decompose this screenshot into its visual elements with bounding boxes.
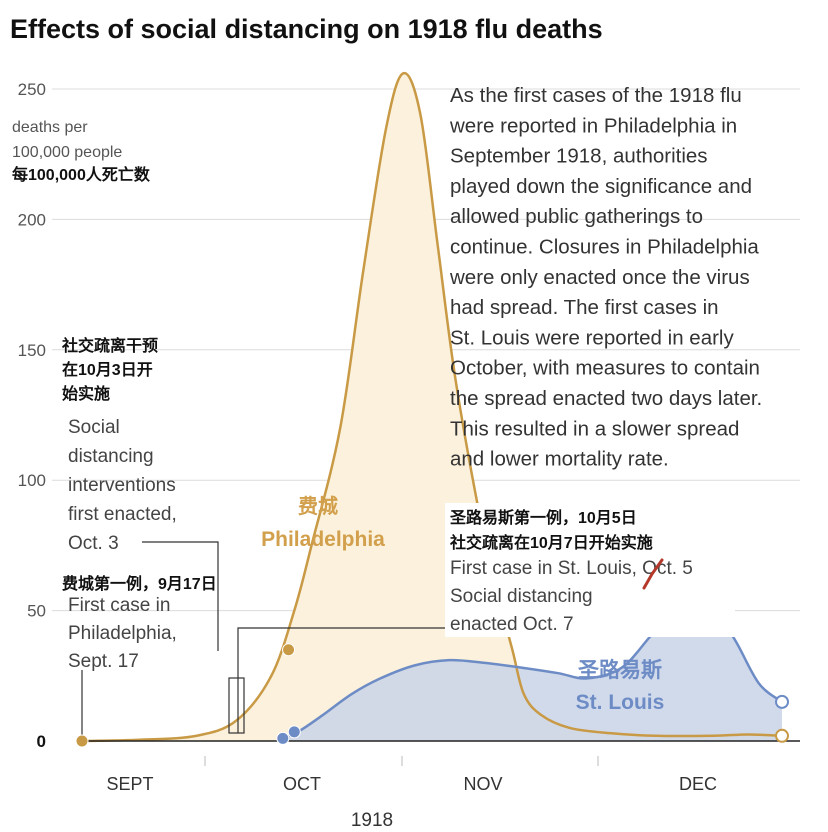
stl-zh-line-2: 社交疏离在10月7日开始实施	[449, 533, 653, 552]
chart-title: Effects of social distancing on 1918 flu…	[10, 14, 603, 44]
st-louis-marker	[775, 694, 789, 709]
phl-sd-en-line-5: Oct. 3	[68, 533, 119, 554]
explanatory-paragraph: As the first cases of the 1918 flu were r…	[449, 84, 762, 471]
stl-zh-line-1: 圣路易斯第一例，10月5日	[449, 508, 637, 527]
y-axis-label-zh: 每100,000人死亡数	[12, 165, 151, 184]
stl-en-line-2: Social distancing	[450, 586, 593, 607]
paragraph-line: As the first cases of the 1918 flu	[450, 84, 742, 107]
x-axis-year-label: 1918	[351, 810, 393, 831]
y-tick-label: 250	[18, 80, 46, 99]
stl-leader-line	[237, 627, 445, 733]
y-tick-labels: 0 50 100 150 200 250	[18, 80, 46, 751]
paragraph-line: October, with measures to contain	[450, 357, 760, 380]
philadelphia-marker	[75, 734, 89, 748]
paragraph-line: continue. Closures in Philadelphia	[450, 236, 759, 259]
st-louis-marker	[276, 731, 290, 745]
st-louis-label-zh: 圣路易斯	[578, 658, 662, 682]
phl-sd-zh-line-2: 在10月3日开	[62, 360, 153, 379]
st-louis-label-en: St. Louis	[576, 691, 665, 714]
phl-sd-leader-line	[142, 541, 219, 651]
y-tick-label: 50	[27, 602, 46, 621]
month-label-nov: NOV	[463, 774, 502, 794]
phl-first-zh: 费城第一例，9月17日	[62, 574, 217, 593]
phl-sd-en-line-2: distancing	[68, 446, 154, 467]
philadelphia-marker	[775, 728, 789, 743]
paragraph-line: St. Louis were reported in early	[450, 326, 734, 349]
phl-sd-zh-line-3: 始实施	[62, 384, 110, 403]
paragraph-line: played down the significance and	[450, 175, 752, 198]
phl-sd-en-line-3: interventions	[68, 475, 176, 496]
stl-annotation-backing	[445, 503, 735, 637]
y-tick-label: 200	[18, 210, 46, 229]
y-tick-label: 0	[37, 732, 46, 751]
month-label-sept: SEPT	[106, 774, 153, 794]
month-label-dec: DEC	[679, 774, 717, 794]
markers	[75, 643, 789, 748]
red-pen-mark	[642, 558, 664, 590]
paragraph-line: were only enacted once the virus	[449, 266, 750, 289]
y-axis-label-line-1: deaths per	[12, 119, 88, 136]
st-louis-marker	[287, 725, 301, 739]
phl-first-en-line-1: First case in	[68, 595, 170, 616]
philadelphia-marker	[282, 643, 296, 657]
phl-sd-zh-line-1: 社交疏离干预	[61, 336, 158, 355]
phl-sd-en-line-4: first enacted,	[68, 504, 177, 525]
paragraph-line: the spread enacted two days later.	[450, 387, 762, 410]
y-tick-label: 100	[18, 471, 46, 490]
philadelphia-label-zh: 费城	[298, 494, 338, 518]
paragraph-line: and lower mortality rate.	[450, 448, 669, 471]
paragraph-line: September 1918, authorities	[450, 145, 708, 168]
philadelphia-label-en: Philadelphia	[261, 528, 385, 551]
paragraph-line: were reported in Philadelphia in	[449, 114, 737, 137]
stl-en-line-3: enacted Oct. 7	[450, 614, 574, 635]
paragraph-line: This resulted in a slower spread	[450, 417, 739, 440]
paragraph-line: allowed public gatherings to	[450, 205, 703, 228]
y-axis-label-line-2: 100,000 people	[12, 144, 122, 161]
phl-sd-en-line-1: Social	[68, 417, 120, 438]
stl-en-line-1: First case in St. Louis, Oct. 5	[450, 558, 693, 579]
philadelphia-area	[82, 73, 782, 742]
stl-bracket	[228, 677, 245, 734]
month-label-oct: OCT	[283, 774, 321, 794]
paragraph-line: had spread. The first cases in	[450, 296, 719, 319]
phl-first-en-line-2: Philadelphia,	[68, 623, 177, 644]
phl-first-en-line-3: Sept. 17	[68, 651, 139, 672]
y-tick-label: 150	[18, 341, 46, 360]
